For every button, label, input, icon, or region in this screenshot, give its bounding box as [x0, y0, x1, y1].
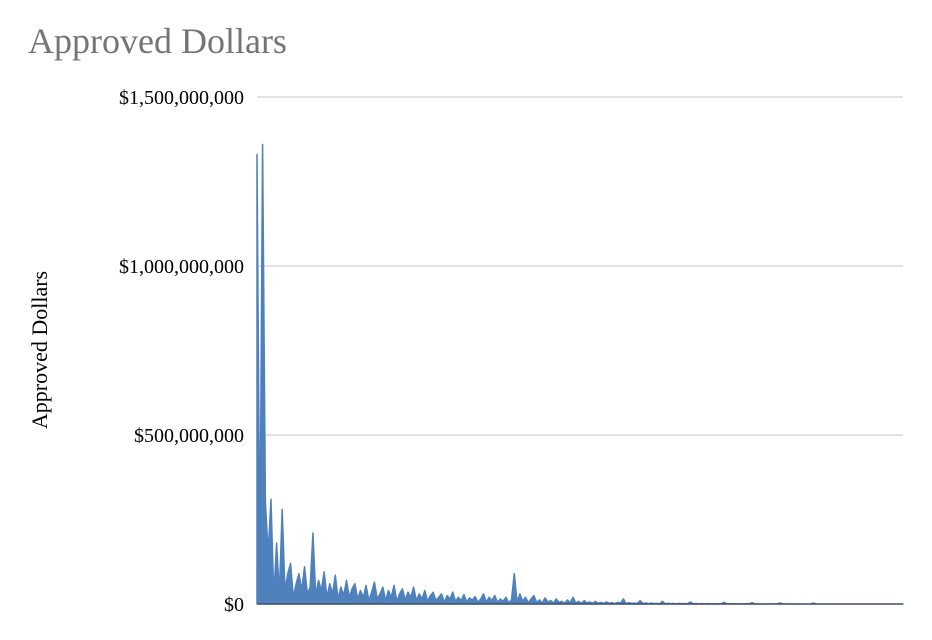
y-tick-labels: $0 $500,000,000 $1,000,000,000 $1,500,000,0… [119, 87, 244, 616]
y-tick-label: $1,000,000,000 [119, 256, 244, 278]
series-area [256, 143, 904, 605]
chart-title: Approved Dollars [28, 21, 287, 61]
y-tick-label: $1,500,000,000 [119, 87, 244, 109]
y-tick-label: $500,000,000 [134, 425, 244, 447]
series-layer [256, 143, 904, 605]
y-tick-label: $0 [224, 594, 244, 616]
gridlines [257, 96, 903, 436]
